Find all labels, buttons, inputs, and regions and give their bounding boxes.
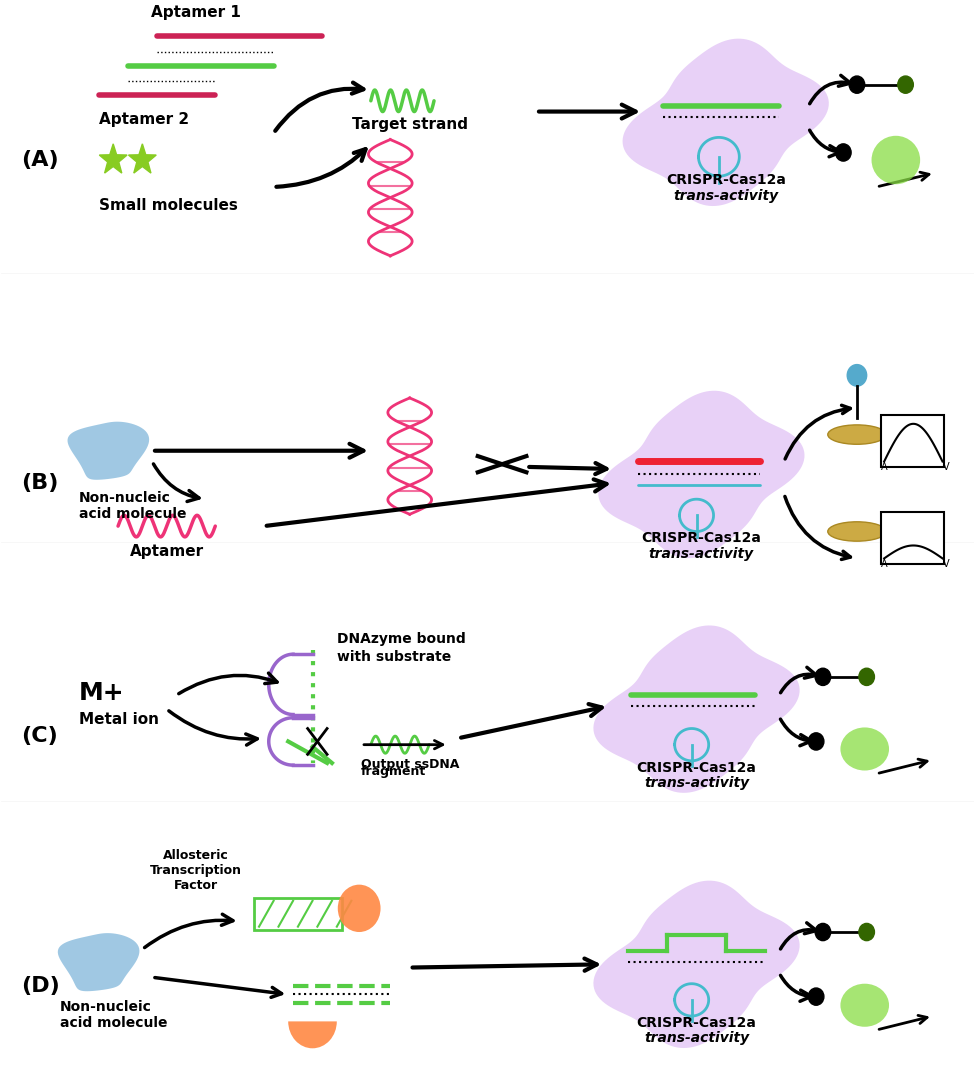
FancyArrowPatch shape: [276, 149, 366, 187]
FancyArrowPatch shape: [809, 130, 840, 157]
Text: trans-activity: trans-activity: [648, 546, 754, 560]
Bar: [881, 512, 945, 564]
Circle shape: [815, 669, 831, 686]
Text: trans-activity: trans-activity: [644, 776, 749, 790]
Bar: [881, 415, 945, 466]
Text: (D): (D): [20, 976, 59, 995]
Text: Small molecules: Small molecules: [98, 198, 238, 213]
Circle shape: [849, 76, 865, 93]
Circle shape: [836, 144, 851, 161]
Text: Allosteric
Transcription
Factor: Allosteric Transcription Factor: [150, 849, 242, 893]
FancyArrowPatch shape: [178, 673, 277, 694]
Circle shape: [859, 923, 875, 940]
FancyArrowPatch shape: [780, 720, 811, 745]
Text: Metal ion: Metal ion: [79, 712, 159, 727]
Text: Aptamer: Aptamer: [130, 544, 204, 559]
Text: (C): (C): [20, 726, 58, 747]
Text: fragment: fragment: [361, 765, 426, 778]
Text: trans-activity: trans-activity: [644, 1031, 749, 1045]
Text: CRISPR-Cas12a: CRISPR-Cas12a: [666, 173, 786, 187]
Text: with substrate: with substrate: [336, 650, 451, 664]
Text: A: A: [881, 559, 888, 569]
FancyArrowPatch shape: [153, 464, 199, 501]
Text: M+: M+: [79, 681, 125, 705]
FancyArrowPatch shape: [781, 923, 816, 949]
Polygon shape: [254, 898, 341, 929]
Text: Aptamer 1: Aptamer 1: [151, 5, 241, 21]
Ellipse shape: [828, 425, 886, 445]
Text: Output ssDNA: Output ssDNA: [361, 757, 459, 770]
Text: trans-activity: trans-activity: [673, 189, 778, 203]
Circle shape: [898, 76, 914, 93]
Text: Non-nucleic
acid molecule: Non-nucleic acid molecule: [79, 490, 186, 520]
Circle shape: [808, 988, 824, 1005]
FancyArrowPatch shape: [275, 82, 364, 131]
Polygon shape: [594, 625, 800, 793]
Ellipse shape: [872, 135, 920, 184]
Text: (A): (A): [20, 150, 58, 170]
FancyArrowPatch shape: [781, 668, 816, 692]
Polygon shape: [623, 39, 829, 206]
Text: (B): (B): [20, 473, 58, 493]
FancyArrowPatch shape: [144, 914, 233, 948]
Ellipse shape: [840, 727, 889, 770]
Text: A: A: [881, 462, 888, 472]
Text: Aptamer 2: Aptamer 2: [98, 111, 189, 127]
Polygon shape: [67, 422, 149, 479]
Polygon shape: [599, 391, 804, 558]
Circle shape: [859, 669, 875, 686]
Wedge shape: [289, 1021, 336, 1048]
FancyArrowPatch shape: [169, 711, 257, 745]
Circle shape: [808, 733, 824, 750]
Text: V: V: [943, 559, 949, 569]
Text: V: V: [943, 462, 949, 472]
Polygon shape: [99, 144, 127, 173]
Text: Non-nucleic
acid molecule: Non-nucleic acid molecule: [59, 1000, 168, 1030]
Circle shape: [337, 885, 380, 932]
Polygon shape: [129, 144, 156, 173]
FancyArrowPatch shape: [809, 76, 850, 104]
Ellipse shape: [828, 522, 886, 541]
Circle shape: [847, 365, 867, 386]
Text: Target strand: Target strand: [352, 117, 468, 132]
Text: CRISPR-Cas12a: CRISPR-Cas12a: [637, 761, 757, 775]
Text: CRISPR-Cas12a: CRISPR-Cas12a: [637, 1016, 757, 1030]
Text: DNAzyme bound: DNAzyme bound: [336, 632, 465, 646]
Polygon shape: [58, 933, 139, 991]
Polygon shape: [594, 881, 800, 1048]
Circle shape: [815, 923, 831, 940]
Ellipse shape: [840, 984, 889, 1027]
FancyArrowPatch shape: [781, 975, 811, 1001]
Text: CRISPR-Cas12a: CRISPR-Cas12a: [642, 531, 761, 545]
